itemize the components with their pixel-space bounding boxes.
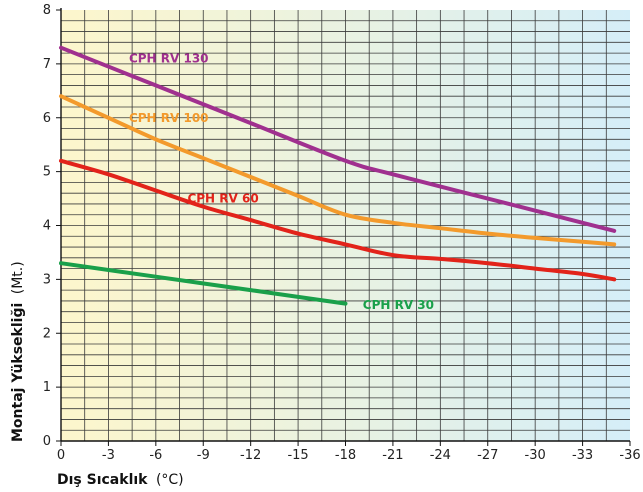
y-tick-label: 6 (43, 111, 51, 126)
series-label-cph-rv-130: CPH RV 130 (129, 51, 209, 65)
y-tick-label: 0 (43, 434, 51, 449)
x-tick-label: -18 (335, 448, 356, 463)
x-axis-title-main: Dış Sıcaklık (57, 472, 148, 488)
series-line-cph-rv-30 (59, 261, 348, 306)
x-tick-label: -36 (619, 448, 640, 463)
y-tick-label: 8 (43, 3, 51, 18)
series-lines (59, 45, 617, 306)
y-tick-label: 5 (43, 165, 51, 180)
x-tick-label: -33 (572, 448, 593, 463)
series-line-cph-rv-60 (59, 158, 617, 282)
y-tick-label: 4 (43, 219, 51, 234)
x-tick-label: 0 (57, 448, 65, 463)
series-labels: CPH RV 130 CPH RV 100 CPH RV 60 CPH RV 30 (129, 51, 434, 312)
x-tick-label: -27 (477, 448, 498, 463)
x-tick-label: -15 (287, 448, 308, 463)
series-label-cph-rv-60: CPH RV 60 (187, 192, 258, 206)
x-tick-label: -12 (240, 448, 261, 463)
series-label-cph-rv-100: CPH RV 100 (129, 111, 209, 125)
x-axis-title-unit: (°C) (156, 472, 184, 488)
y-tick-label: 1 (43, 380, 51, 395)
y-tick-label: 3 (43, 272, 51, 287)
x-axis-title: Dış Sıcaklık (°C) (57, 472, 184, 488)
y-axis-title: Montaj Yüksekliği (Mt.) (10, 261, 26, 442)
x-tick-label: -21 (382, 448, 403, 463)
y-axis-ticks: 0 1 2 3 4 5 6 7 8 (43, 3, 61, 449)
y-tick-label: 2 (43, 326, 51, 341)
x-axis-ticks: 0 -3 -6 -9 -12 -15 -18 -21 -24 -27 -30 -33 -36 (57, 441, 641, 463)
series-line-cph-rv-100 (59, 94, 617, 247)
y-axis-title-main: Montaj Yüksekliği (10, 303, 26, 442)
x-tick-label: -24 (430, 448, 451, 463)
x-tick-label: -9 (197, 448, 210, 463)
series-line-cph-rv-130 (59, 45, 617, 233)
x-tick-label: -3 (102, 448, 115, 463)
y-axis-title-unit: (Mt.) (10, 261, 26, 294)
series-label-cph-rv-30: CPH RV 30 (363, 298, 434, 312)
x-tick-label: -30 (525, 448, 546, 463)
x-tick-label: -6 (149, 448, 162, 463)
grid (61, 10, 630, 441)
y-tick-label: 7 (43, 57, 51, 72)
